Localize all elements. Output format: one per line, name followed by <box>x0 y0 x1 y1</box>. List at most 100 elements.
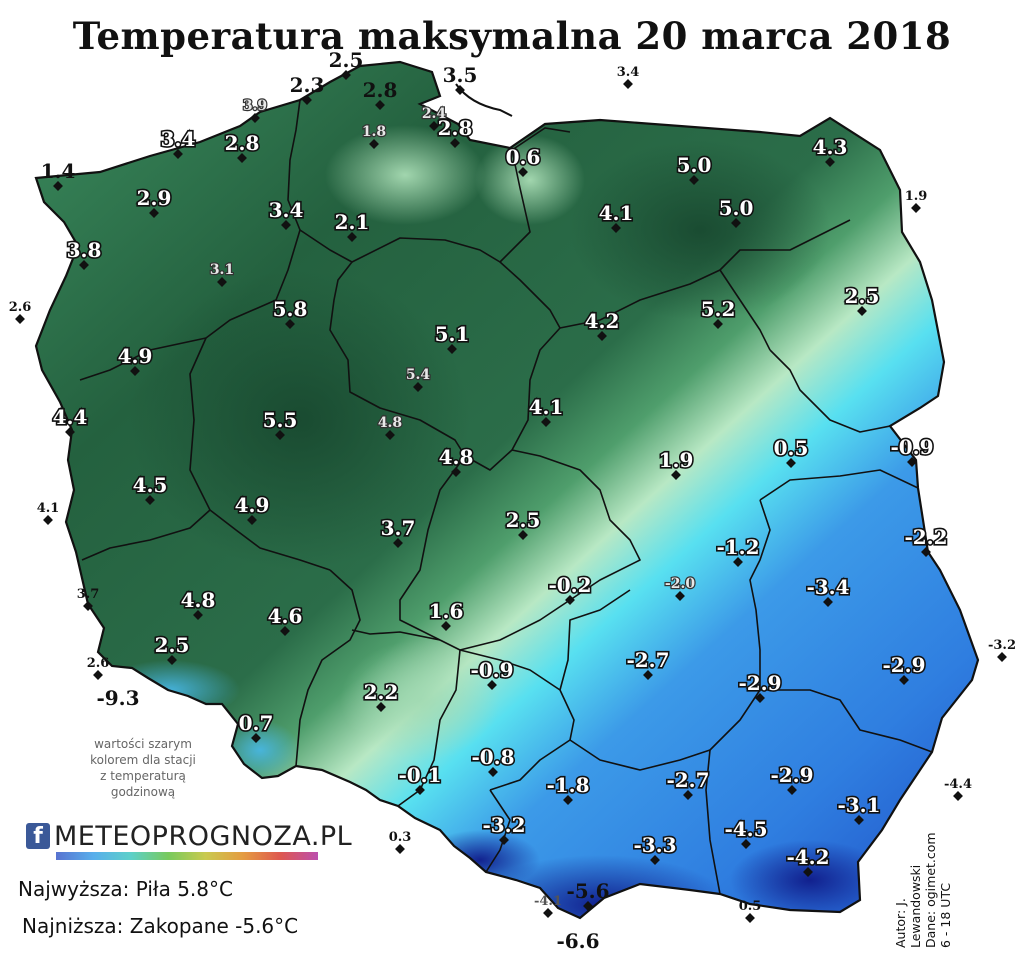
station-4: 3.4 <box>617 65 640 89</box>
station-3: 3.5 <box>443 63 477 95</box>
station-48: -0.2 <box>547 571 593 605</box>
station-marker <box>217 277 227 287</box>
station-value: -3.2 <box>482 813 525 837</box>
station-value: -0.1 <box>398 763 441 787</box>
station-15: 1.9 <box>905 189 927 213</box>
station-values: 2.32.52.83.5 3.43.9 2.41.8 2.82.83.41.40.6 5… <box>9 48 1016 953</box>
station-marker <box>193 610 203 620</box>
station-marker <box>347 232 357 242</box>
station-17: 3.4 <box>267 196 305 230</box>
station-value: 3.9 <box>243 98 267 114</box>
station-value: -5.6 <box>566 879 609 903</box>
station-marker <box>499 835 509 845</box>
station-marker <box>447 344 457 354</box>
station-marker <box>731 218 741 228</box>
station-value: -2.7 <box>626 648 669 672</box>
station-18: 2.1 <box>333 208 371 242</box>
station-value: 2.1 <box>335 210 370 234</box>
station-45: -1.2 <box>715 533 761 567</box>
station-marker <box>671 470 681 480</box>
station-63: -0.8 <box>470 743 516 777</box>
station-marker <box>167 655 177 665</box>
station-marker <box>450 138 460 148</box>
station-67: -2.9 <box>769 761 815 795</box>
station-58: -2.9 <box>881 651 927 685</box>
station-26: 5.1 <box>433 320 471 354</box>
station-marker <box>53 181 63 191</box>
station-value: 4.9 <box>118 344 153 368</box>
station-marker <box>145 495 155 505</box>
time-range-credit: 6 - 18 UTC <box>938 882 953 948</box>
station-marker <box>597 331 607 341</box>
station-marker <box>643 670 653 680</box>
station-46: -2.0 <box>664 575 697 601</box>
station-value: 2.5 <box>506 508 541 532</box>
station-69: -3.2 <box>481 811 527 845</box>
brand-logo[interactable]: f METEOPROGNOZA.PL <box>26 818 352 854</box>
station-marker <box>415 785 425 795</box>
station-41: 4.1 <box>37 501 59 525</box>
station-20: 5.0 <box>717 194 755 228</box>
station-36: 1.9 <box>657 446 695 480</box>
station-19: 4.1 <box>597 199 635 233</box>
station-39: 4.5 <box>131 471 169 505</box>
station-value: 2.5 <box>329 48 364 72</box>
station-marker <box>713 319 723 329</box>
station-value: -4.5 <box>724 817 767 841</box>
station-value: -2.9 <box>770 763 813 787</box>
station-22: 3.1 <box>209 261 235 287</box>
station-value: -4.2 <box>786 845 829 869</box>
station-marker <box>854 815 864 825</box>
highest-temperature: Najwyższa: Piła 5.8°C <box>18 877 233 901</box>
station-value: -0.9 <box>890 435 933 459</box>
station-25: 5.8 <box>271 295 309 329</box>
station-value: 2.8 <box>363 78 398 102</box>
station-53: -3.2 <box>988 638 1016 662</box>
station-68: -4.4 <box>944 777 972 801</box>
station-value: 5.4 <box>406 367 431 383</box>
station-value: 1.8 <box>362 124 386 140</box>
station-value: 4.1 <box>529 395 564 419</box>
station-value: -0.9 <box>470 658 513 682</box>
station-marker <box>369 139 379 149</box>
station-value: 2.5 <box>155 633 190 657</box>
station-marker <box>650 855 660 865</box>
facebook-icon[interactable]: f <box>26 823 50 849</box>
lowest-temperature: Najniższa: Zakopane -5.6°C <box>22 914 299 938</box>
station-marker <box>997 652 1007 662</box>
station-56: -2.7 <box>625 646 671 680</box>
station-value: -2.2 <box>904 525 947 549</box>
station-2: 2.8 <box>363 78 398 110</box>
station-marker <box>611 223 621 233</box>
station-marker <box>565 595 575 605</box>
station-value: -2.7 <box>666 768 709 792</box>
station-47: -3.4 <box>805 573 851 607</box>
logo-color-bar <box>56 852 318 860</box>
station-12: 0.6 <box>504 143 542 177</box>
station-marker <box>376 702 386 712</box>
station-value: 3.4 <box>161 127 196 151</box>
station-42: 2.5 <box>504 506 542 540</box>
station-marker <box>93 670 103 680</box>
station-value: 4.9 <box>235 493 270 517</box>
note-line: kolorem dla stacji <box>90 753 196 767</box>
station-32: 5.5 <box>261 406 299 440</box>
station-marker <box>803 867 813 877</box>
station-marker <box>745 913 755 923</box>
station-8: 2.8 <box>436 114 474 148</box>
station-value: 3.4 <box>617 65 640 80</box>
gray-values-note: wartości szarym kolorem dla stacji z tem… <box>78 736 208 800</box>
station-value: 4.8 <box>439 445 474 469</box>
station-31: 4.4 <box>51 403 89 437</box>
station-value: -3.4 <box>806 575 849 599</box>
station-38: -0.9 <box>889 433 935 467</box>
station-value: 0.7 <box>239 711 274 735</box>
station-37: 0.5 <box>772 434 810 468</box>
note-line: wartości szarym <box>94 737 192 751</box>
station-marker <box>518 167 528 177</box>
station-59: 2.6 <box>87 656 109 680</box>
station-value: -3.1 <box>837 793 880 817</box>
data-source-credit: Dane: ogimet.com <box>923 832 938 948</box>
station-marker <box>675 591 685 601</box>
station-value: -2.9 <box>882 653 925 677</box>
